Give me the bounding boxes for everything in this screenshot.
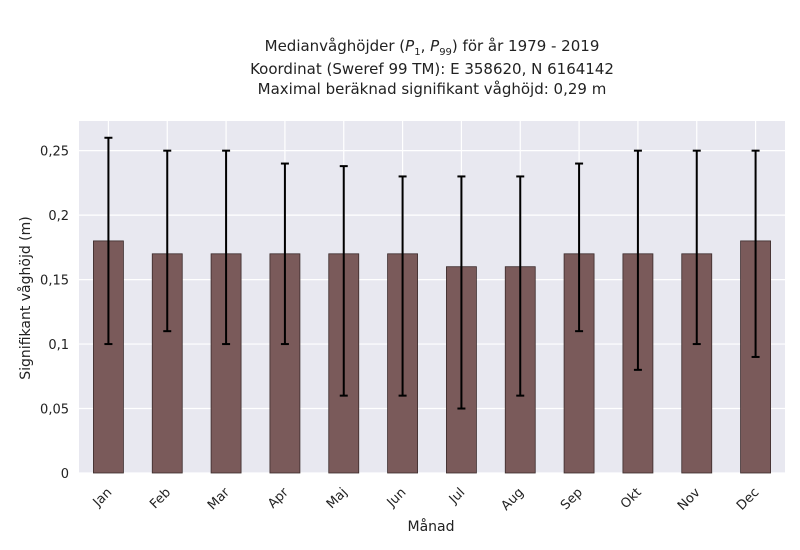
x-tick-label: Apr [265,485,292,512]
y-tick-labels: 0 0,05 0,1 0,15 0,2 0,25 [40,145,69,482]
x-tick-label: Okt [618,485,645,512]
title-p1-symbol: P [405,37,415,55]
title-prefix: Medianvåghöjder ( [265,37,406,55]
x-tick-label: Feb [147,485,174,512]
title-suffix: ) för år 1979 - 2019 [452,37,599,55]
x-tick-label: Maj [324,485,351,512]
title-p99-symbol: P [430,37,440,55]
y-tick-label: 0 [61,467,69,482]
x-tick-label: Nov [675,485,704,514]
x-tick-label: Jul [446,485,468,507]
x-axis-label: Månad [408,518,455,535]
x-tick-label: Jun [384,485,410,511]
x-tick-label: Aug [499,485,528,514]
x-tick-label: Mar [205,485,233,513]
y-tick-label: 0,2 [48,209,69,224]
x-tick-label: Dec [734,485,762,513]
title-p1-subscript: 1 [414,47,420,58]
chart-title-line-1: Medianvåghöjder (P1, P99) för år 1979 - … [265,37,600,58]
x-tick-labels: Jan Feb Mar Apr Maj Jun Jul Aug Sep Okt Nov Dec [90,485,763,514]
y-tick-label: 0,05 [40,403,69,418]
title-separator: , [421,37,431,55]
error-bars [104,136,760,410]
x-tick-label: Jan [90,485,115,510]
plot-area [79,121,785,473]
title-p99-subscript: 99 [439,47,452,58]
chart-title-line-3: Maximal beräknad signifikant våghöjd: 0,… [258,80,607,98]
y-tick-label: 0,25 [40,145,69,160]
x-tick-label: Sep [558,485,586,513]
y-axis-label: Signifikant våghöjd (m) [17,216,34,379]
y-tick-label: 0,1 [48,338,69,353]
y-tick-label: 0,15 [40,274,69,289]
chart-title-line-2: Koordinat (Sweref 99 TM): E 358620, N 61… [250,60,614,78]
